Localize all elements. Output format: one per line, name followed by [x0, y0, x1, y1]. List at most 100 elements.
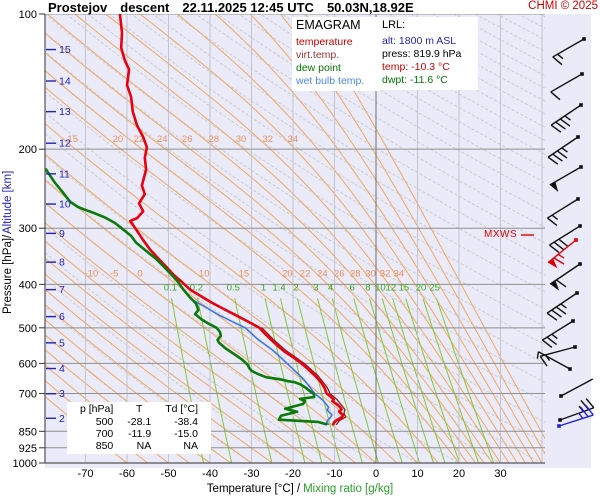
table-row: 500 -28.1 -38.4 — [95, 416, 199, 428]
svg-text:22: 22 — [134, 134, 145, 145]
svg-text:22: 22 — [300, 268, 311, 279]
isopleth-labels: 15 20 22 24 26 28 30 32 34-10 -5 0 5 10 15 20 22 24 26 28 3… — [67, 134, 440, 293]
wet-bulb-curve — [189, 297, 333, 426]
svg-text:20: 20 — [453, 468, 465, 480]
table-header-dewpoint: Td [°C] — [165, 403, 199, 415]
level-data-table: p [hPa] T Td [°C] 500 -28.1 -38.4 700 -1… — [67, 402, 212, 454]
svg-text:0: 0 — [373, 468, 379, 480]
altitude-tick-labels: 2 3 4 5 6 7 8 9 10 11 12 13 14 15 — [46, 44, 71, 425]
svg-text:0.2: 0.2 — [190, 282, 203, 293]
svg-text:100: 100 — [19, 9, 37, 21]
svg-text:12: 12 — [386, 282, 397, 293]
svg-text:2: 2 — [293, 282, 298, 293]
svg-text:-60: -60 — [119, 468, 135, 480]
svg-text:0.5: 0.5 — [227, 282, 240, 293]
svg-text:-30: -30 — [244, 468, 260, 480]
svg-text:25: 25 — [429, 282, 440, 293]
svg-text:400: 400 — [19, 279, 37, 291]
svg-text:30: 30 — [236, 134, 247, 145]
wind-barb-black — [549, 262, 582, 291]
axes — [44, 14, 545, 464]
svg-text:3: 3 — [313, 282, 318, 293]
svg-text:15: 15 — [67, 134, 78, 145]
legend-heading: EMAGRAM — [296, 18, 361, 32]
svg-text:200: 200 — [19, 144, 37, 156]
copyright-label: CHMI © 2025 — [528, 0, 598, 12]
temperature-curve — [118, 14, 345, 426]
svg-text:2: 2 — [59, 413, 65, 425]
virtual-temperature-curve — [261, 327, 347, 425]
lrl-altitude: alt: 1800 m ASL — [382, 35, 457, 47]
svg-text:34: 34 — [394, 268, 405, 279]
svg-text:30: 30 — [494, 468, 506, 480]
x-axis-title-temperature: Temperature [°C] — [206, 483, 294, 495]
svg-text:10: 10 — [411, 468, 423, 480]
svg-text:11: 11 — [59, 168, 70, 180]
legend-item-wet-bulb: wet bulb temp. — [296, 75, 365, 87]
legend-item-temperature: temperature — [296, 36, 353, 48]
wind-barb-black — [536, 351, 572, 371]
table-header-pressure: p [hPa] — [80, 403, 114, 415]
svg-text:30: 30 — [365, 268, 376, 279]
svg-text:-5: -5 — [110, 268, 118, 279]
wind-barb-black — [559, 378, 594, 398]
svg-text:28: 28 — [208, 134, 219, 145]
wind-barb-black — [546, 291, 579, 321]
legend-item-dew-point: dew point — [296, 62, 341, 74]
svg-text:34: 34 — [288, 134, 299, 145]
svg-text:600: 600 — [19, 358, 37, 370]
table-row: 700 -11.9 -15.0 — [95, 428, 199, 440]
y-axis-title: Pressure [hPa] / Altitude [km] — [2, 171, 14, 314]
svg-text:32: 32 — [262, 134, 273, 145]
table-row: 850 NA NA — [95, 440, 199, 452]
svg-text:15: 15 — [59, 44, 71, 56]
svg-text:3: 3 — [59, 388, 65, 400]
wind-barbs — [536, 37, 595, 428]
svg-text:0.1: 0.1 — [164, 282, 177, 293]
wind-barb-black — [552, 37, 586, 66]
svg-text:925: 925 — [19, 443, 37, 455]
svg-text:12: 12 — [59, 138, 71, 150]
svg-text:1.4: 1.4 — [272, 282, 285, 293]
lrl-info-box: LRL: alt: 1800 m ASL press: 819.9 hPa te… — [378, 17, 478, 90]
svg-text:10: 10 — [375, 282, 386, 293]
lrl-temperature: temp: -10.3 °C — [382, 61, 450, 73]
svg-text:5: 5 — [59, 337, 65, 349]
svg-text:1000: 1000 — [13, 458, 37, 470]
svg-text:15: 15 — [239, 268, 250, 279]
wind-barb-black — [547, 197, 580, 226]
svg-text:13: 13 — [59, 106, 71, 118]
legend-item-virt-temp: virt.temp. — [296, 49, 340, 61]
legend: EMAGRAM temperature virt.temp. dew point… — [292, 17, 380, 91]
svg-text:-10: -10 — [84, 268, 98, 279]
temperature-tick-labels: -70 -60 -50 -40 -30 -20 -10 0 10 20 30 — [78, 468, 507, 480]
wind-barb-black — [550, 103, 583, 133]
svg-text:-20: -20 — [285, 468, 301, 480]
wind-barb-blue — [557, 405, 594, 428]
svg-text:4: 4 — [59, 363, 65, 375]
svg-text:-40: -40 — [202, 468, 218, 480]
wind-barb-black — [542, 319, 575, 348]
svg-text:700: 700 — [19, 388, 37, 400]
sounding-type: descent — [120, 0, 170, 15]
svg-text:-70: -70 — [78, 468, 94, 480]
x-axis-title: Temperature [°C] / Mixing ratio [g/kg] — [206, 483, 394, 495]
wind-barb-black — [549, 224, 582, 253]
y-axis-title-altitude: Altitude [km] — [2, 171, 14, 235]
svg-text:6: 6 — [59, 311, 65, 323]
svg-text:24: 24 — [317, 268, 328, 279]
svg-text:8: 8 — [59, 257, 65, 269]
svg-text:850: 850 — [19, 426, 37, 438]
pressure-tick-labels: 100 200 300 400 500 600 700 850 925 1000 — [13, 9, 45, 470]
svg-text:1: 1 — [261, 282, 266, 293]
dew-point-curve — [45, 168, 328, 426]
y-axis-title-pressure: Pressure [hPa] — [2, 237, 14, 314]
svg-text:26: 26 — [182, 134, 193, 145]
pressure-gridlines — [45, 14, 545, 463]
svg-text:7: 7 — [59, 284, 65, 296]
wind-barb-black — [549, 165, 583, 192]
station-name: Prostejov — [48, 0, 108, 15]
table-header-temp: T — [136, 403, 143, 415]
svg-text:8: 8 — [365, 282, 370, 293]
